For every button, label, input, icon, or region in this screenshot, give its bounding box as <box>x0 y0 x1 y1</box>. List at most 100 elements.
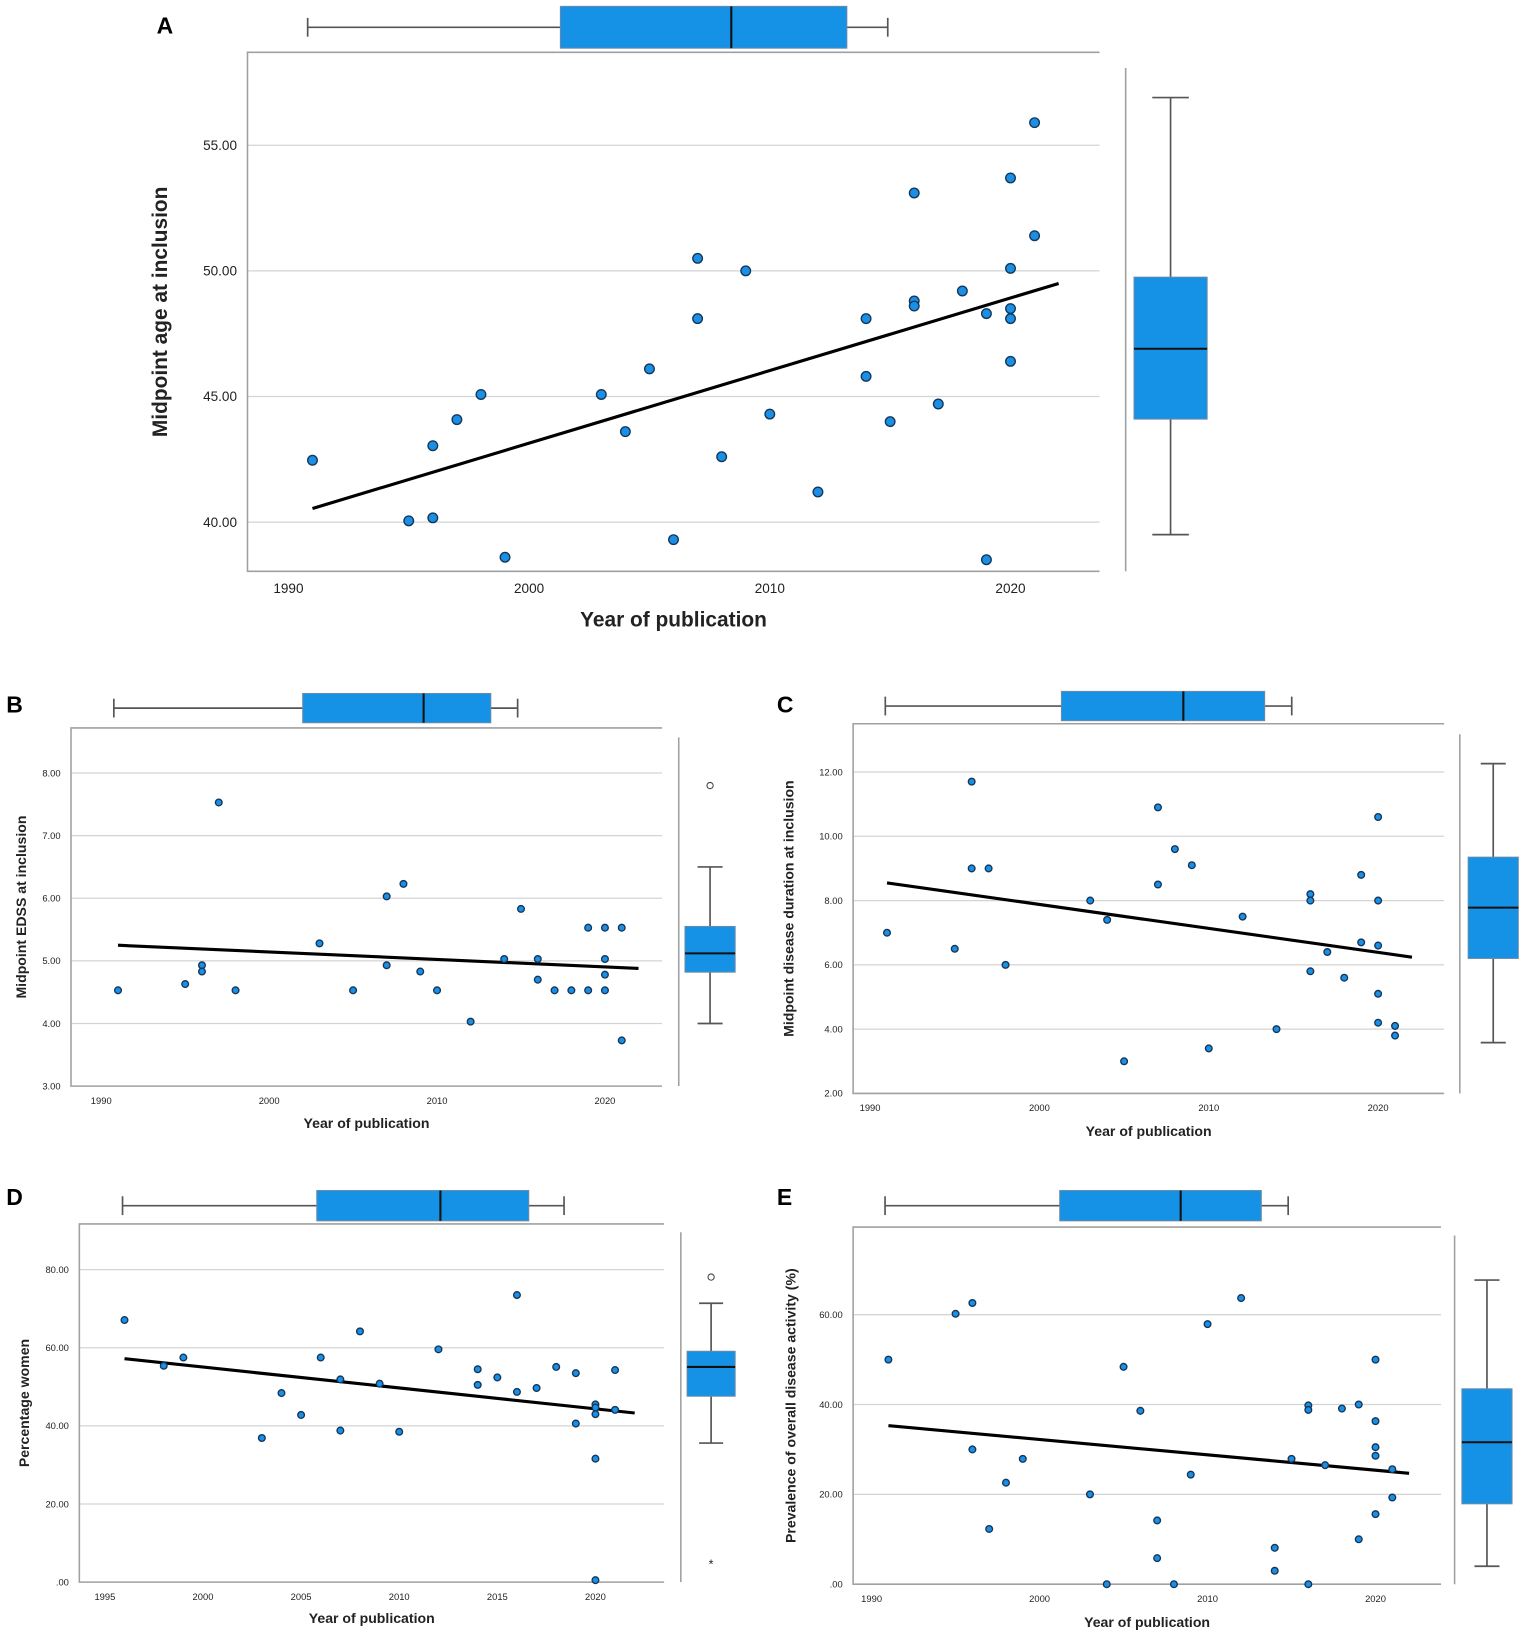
x-tick-label: 2010 <box>755 581 786 596</box>
data-point <box>1169 1580 1178 1589</box>
plot-frame <box>852 1226 1442 1585</box>
data-point <box>1005 172 1016 184</box>
panel-letter: D <box>6 1184 23 1210</box>
data-point <box>257 1433 266 1443</box>
x-tick-label: 2020 <box>1368 1102 1389 1113</box>
data-point <box>473 1365 482 1374</box>
y-tick-label: .00 <box>56 1576 69 1587</box>
x-tick-label: 2000 <box>1029 1593 1050 1604</box>
data-point <box>1391 1031 1400 1040</box>
x-tick-label: 2010 <box>427 1095 448 1106</box>
data-point <box>1371 1417 1380 1426</box>
x-boxplot-box <box>302 692 492 724</box>
y-boxplot-box <box>1461 1388 1513 1505</box>
data-point <box>355 1327 364 1336</box>
data-point <box>1337 1404 1346 1413</box>
data-point <box>591 1576 600 1585</box>
data-point <box>860 313 872 325</box>
data-point <box>197 967 206 976</box>
data-point <box>512 1291 521 1300</box>
panel-letter: C <box>777 691 794 717</box>
y-tick-label: 6.00 <box>824 959 842 970</box>
panel-d: D .00 20.00 40.00 60.00 80.00 1995 2000 2005 2010… <box>6 1184 736 1626</box>
data-point <box>1005 262 1016 274</box>
data-point <box>1304 1580 1313 1589</box>
data-point <box>967 777 976 786</box>
data-point <box>764 408 776 420</box>
data-point <box>584 923 593 932</box>
data-point <box>1374 896 1383 905</box>
data-point <box>336 1426 345 1435</box>
data-point <box>595 388 607 400</box>
panel-a: A 40.00 45.00 50.00 55.00 1990 2000 2010 2020 Yea… <box>149 5 1208 632</box>
y-axis-label: Midpoint disease duration at inclusion <box>781 780 797 1037</box>
trend-line <box>312 281 1060 511</box>
x-tick-label: 2005 <box>291 1591 312 1602</box>
plot-frame <box>78 1223 665 1583</box>
y-tick-label: 50.00 <box>203 264 237 279</box>
data-point <box>316 1353 325 1362</box>
x-axis-label: Year of publication <box>580 609 767 632</box>
data-point <box>1374 1018 1383 1027</box>
data-point <box>403 515 415 527</box>
data-point <box>584 986 593 995</box>
data-point <box>395 1427 404 1436</box>
x-boxplot-box <box>1060 690 1266 722</box>
data-point <box>980 554 992 566</box>
data-point <box>591 1454 600 1463</box>
x-tick-label: 2015 <box>487 1591 508 1602</box>
y-axis-label: Midpoint EDSS at inclusion <box>13 816 29 999</box>
y-axis-label: Midpoint age at inclusion <box>149 187 172 438</box>
data-point <box>884 416 896 428</box>
data-point <box>427 440 439 452</box>
data-point <box>591 1403 600 1412</box>
x-tick-label: 1990 <box>860 1102 881 1113</box>
y-tick-label: 8.00 <box>42 767 60 778</box>
data-point <box>617 923 626 932</box>
x-tick-label: 2000 <box>259 1095 280 1106</box>
data-point <box>967 864 976 873</box>
data-point <box>908 300 920 312</box>
x-tick-label: 2020 <box>595 1095 616 1106</box>
data-point <box>1374 989 1383 998</box>
data-point <box>1354 1535 1363 1544</box>
y-tick-label: 60.00 <box>45 1342 68 1353</box>
data-point <box>1374 941 1383 950</box>
y-tick-label: 2.00 <box>824 1088 842 1099</box>
data-point <box>179 1353 188 1362</box>
plot-frame <box>246 51 1100 573</box>
y-boxplot-outlier <box>707 1273 715 1281</box>
data-point <box>277 1389 286 1398</box>
data-point <box>884 1355 893 1364</box>
data-point <box>567 986 576 995</box>
y-axis-label: Prevalence of overall disease activity (… <box>783 1268 799 1543</box>
data-point <box>1103 915 1112 924</box>
data-point <box>1371 1355 1380 1364</box>
data-point <box>1371 1510 1380 1519</box>
data-point <box>1005 355 1016 367</box>
data-point <box>550 986 559 995</box>
y-tick-label: 12.00 <box>819 766 842 777</box>
x-tick-label: 1990 <box>861 1593 882 1604</box>
data-point <box>984 864 993 873</box>
data-point <box>951 1309 960 1318</box>
plot-frame <box>852 722 1445 1095</box>
data-point <box>1270 1566 1279 1575</box>
data-point <box>1323 947 1332 957</box>
data-point <box>740 265 752 277</box>
data-point <box>1272 1025 1281 1034</box>
data-point <box>120 1316 129 1325</box>
x-tick-label: 2010 <box>1197 1593 1218 1604</box>
data-point <box>1001 1478 1010 1487</box>
data-point <box>968 1445 977 1454</box>
data-point <box>1005 313 1016 325</box>
panel-c: C 2.00 4.00 6.00 8.00 10.00 12.00 1990 2000 2010 2… <box>777 690 1519 1139</box>
data-point <box>1203 1320 1212 1329</box>
y-tick-label: 55.00 <box>203 138 237 153</box>
x-tick-label: 2020 <box>585 1591 606 1602</box>
data-point <box>1321 1461 1330 1470</box>
data-point <box>433 986 442 995</box>
data-point <box>533 975 542 984</box>
data-point <box>114 986 123 995</box>
y-tick-label: 4.00 <box>42 1018 60 1029</box>
